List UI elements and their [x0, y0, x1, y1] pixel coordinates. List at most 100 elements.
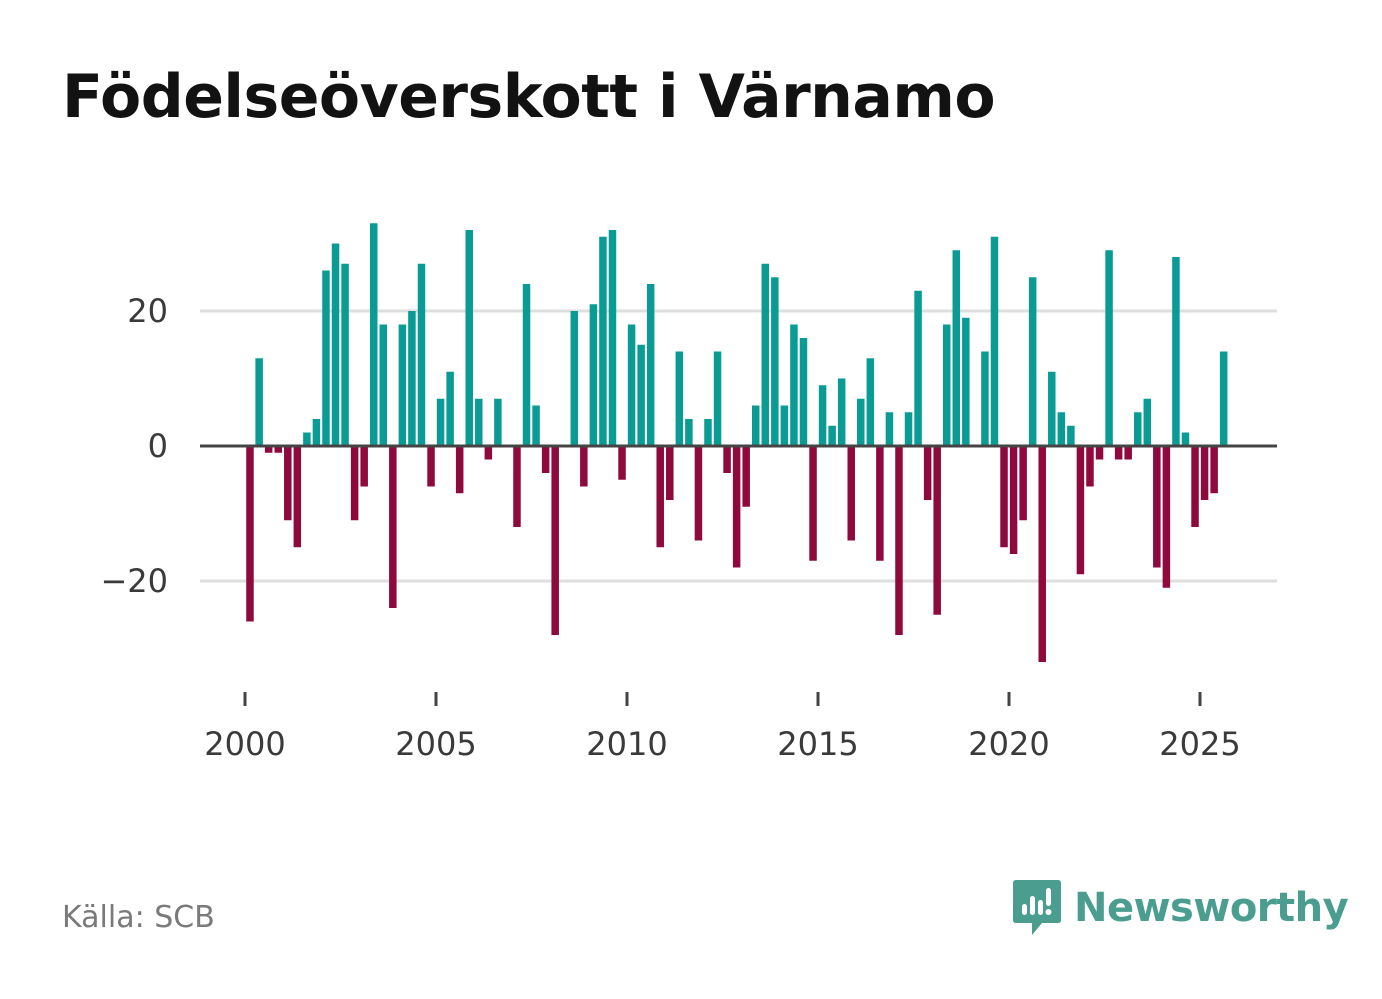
- bar-positive: [914, 290, 922, 446]
- x-tick-label: 2025: [1159, 725, 1240, 763]
- bar-positive: [837, 378, 846, 446]
- bar-positive: [981, 351, 989, 446]
- bar-positive: [1172, 257, 1180, 446]
- bar-negative: [694, 446, 703, 541]
- bar-positive: [494, 398, 502, 446]
- x-tick-label: 2010: [586, 725, 667, 763]
- bar-positive: [675, 351, 684, 446]
- newsworthy-logo[interactable]: Newsworthy: [1012, 878, 1349, 938]
- bar-positive: [904, 412, 913, 446]
- bar-positive: [637, 344, 645, 446]
- x-tick-label: 2005: [395, 725, 476, 763]
- bar-positive: [312, 419, 321, 446]
- bar-negative: [732, 446, 741, 568]
- bar-positive: [1133, 412, 1142, 446]
- chart-title: Födelseöverskott i Värnamo: [62, 62, 996, 132]
- bar-positive: [780, 405, 789, 446]
- bar-negative: [618, 446, 626, 480]
- bar-negative: [933, 446, 941, 615]
- bar-negative: [1200, 446, 1209, 500]
- x-tick-label: 2000: [204, 725, 285, 763]
- bar-negative: [1153, 446, 1161, 568]
- bar-negative: [1086, 446, 1094, 487]
- bar-positive: [589, 304, 598, 446]
- bar-negative: [264, 446, 273, 453]
- bar-negative: [513, 446, 521, 527]
- bar-negative: [580, 446, 588, 487]
- bar-negative: [809, 446, 817, 561]
- bar-negative: [1076, 446, 1085, 575]
- bar-positive: [751, 405, 760, 446]
- bar-positive: [599, 236, 607, 446]
- y-tick-label: 20: [127, 292, 168, 330]
- bar-negative: [293, 446, 302, 548]
- bar-negative: [1114, 446, 1123, 460]
- bar-negative: [274, 446, 282, 453]
- bar-negative: [360, 446, 368, 487]
- bar-positive: [952, 250, 961, 446]
- bar-positive: [1219, 351, 1228, 446]
- bar-positive: [990, 236, 999, 446]
- bar-positive: [408, 311, 416, 446]
- bar-negative: [742, 446, 750, 507]
- bars: [246, 223, 1228, 662]
- bar-negative: [1124, 446, 1132, 460]
- bar-positive: [608, 230, 617, 446]
- bar-positive: [446, 371, 454, 446]
- bar-positive: [379, 324, 388, 446]
- bar-negative: [895, 446, 903, 635]
- brand-name: Newsworthy: [1074, 885, 1349, 931]
- bar-positive: [522, 284, 531, 446]
- bar-positive: [369, 223, 378, 446]
- bar-positive: [1105, 250, 1113, 446]
- bar-positive: [942, 324, 951, 446]
- bar-negative: [847, 446, 855, 541]
- bar-negative: [1191, 446, 1199, 527]
- bar-negative: [541, 446, 550, 473]
- bar-positive: [866, 358, 875, 446]
- bar-positive: [341, 263, 349, 446]
- y-tick-label: 0: [148, 427, 168, 465]
- bar-positive: [475, 398, 483, 446]
- bar-positive: [962, 317, 970, 446]
- bar-positive: [627, 324, 636, 446]
- bar-positive: [646, 284, 655, 446]
- bar-negative: [1162, 446, 1171, 588]
- bar-positive: [570, 311, 579, 446]
- bar-positive: [1067, 425, 1075, 446]
- bar-positive: [818, 385, 827, 446]
- bar-positive: [465, 230, 473, 446]
- bar-positive: [1181, 432, 1190, 446]
- bar-negative: [350, 446, 359, 521]
- bar-negative: [246, 446, 254, 622]
- bar-positive: [532, 405, 540, 446]
- bar-positive: [799, 338, 808, 446]
- bar-positive: [398, 324, 407, 446]
- bar-positive: [790, 324, 798, 446]
- bar-positive: [255, 358, 263, 446]
- bar-positive: [1057, 412, 1066, 446]
- bar-negative: [1000, 446, 1008, 548]
- bar-negative: [389, 446, 397, 608]
- source-label: Källa: SCB: [62, 900, 215, 935]
- bar-positive: [331, 243, 340, 446]
- bar-negative: [876, 446, 884, 561]
- bar-positive: [828, 425, 836, 446]
- bar-positive: [322, 270, 330, 446]
- bar-negative: [666, 446, 674, 500]
- bar-positive: [771, 277, 779, 446]
- gridlines: [200, 309, 1277, 583]
- bar-negative: [427, 446, 435, 487]
- bar-negative: [1038, 446, 1046, 662]
- bar-positive: [685, 419, 693, 446]
- bar-negative: [923, 446, 932, 500]
- bar-positive: [436, 398, 445, 446]
- bar-negative: [656, 446, 664, 548]
- bar-negative: [1019, 446, 1027, 521]
- bar-positive: [885, 412, 894, 446]
- bar-positive: [1048, 371, 1056, 446]
- bar-negative: [484, 446, 493, 460]
- bar-positive: [857, 398, 865, 446]
- bar-negative: [723, 446, 731, 473]
